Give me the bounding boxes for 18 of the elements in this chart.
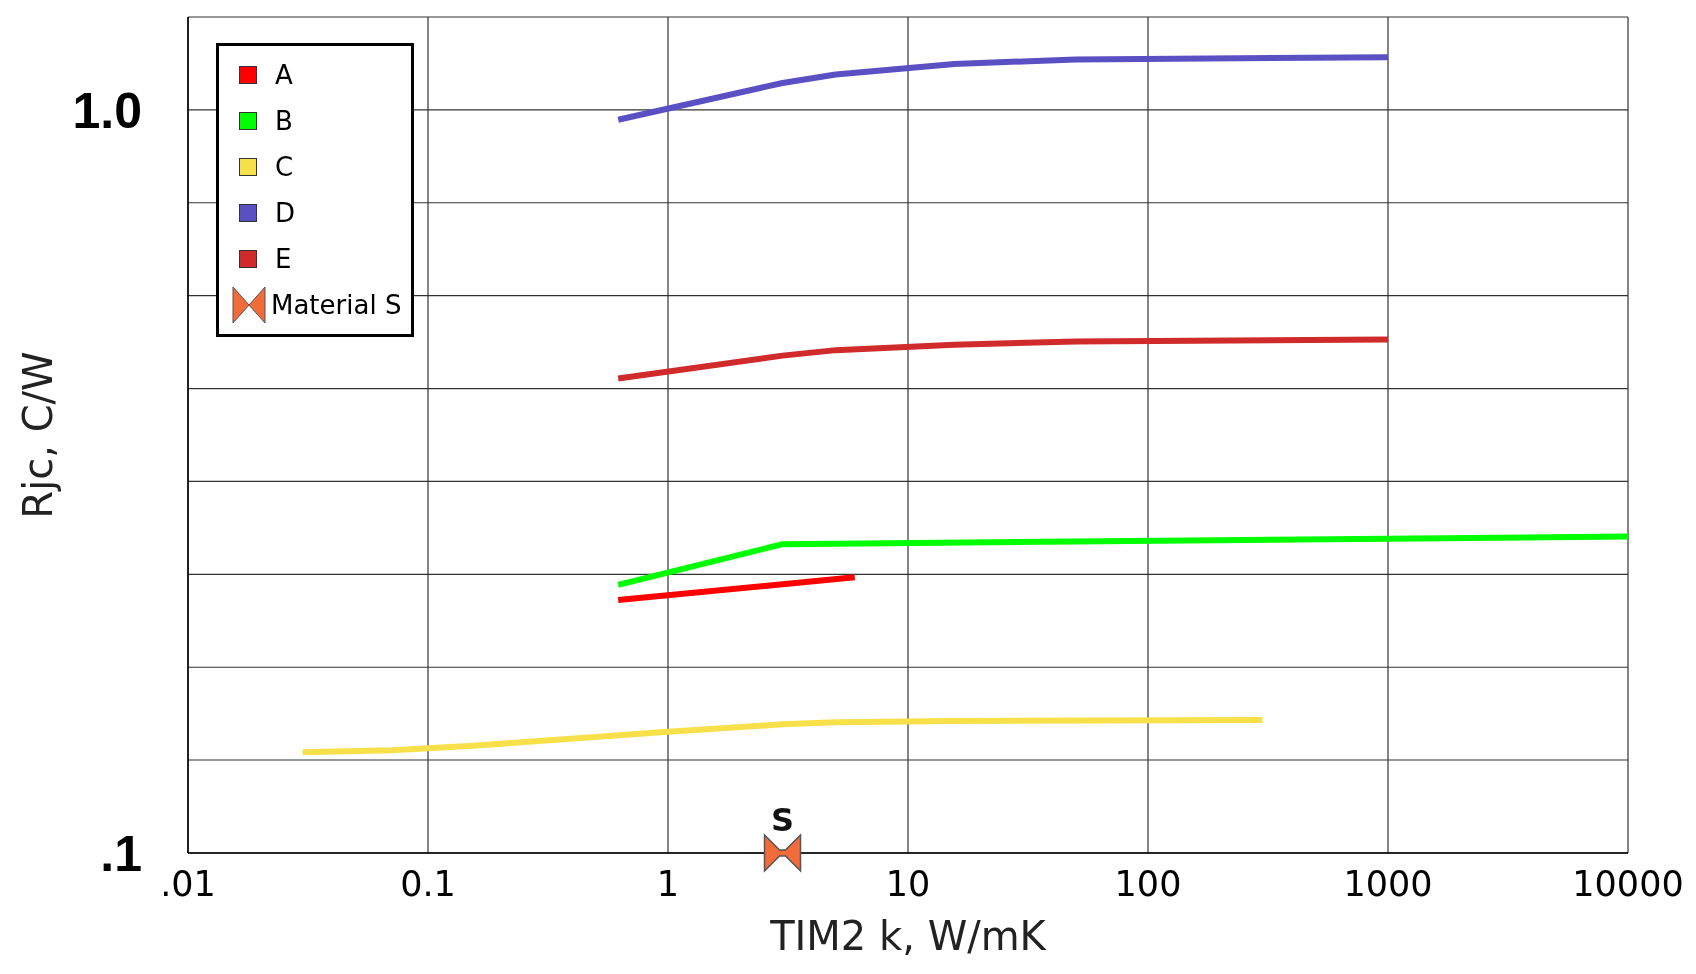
legend-label: Material S [271, 290, 402, 320]
y-tick-label: 1.0 [72, 82, 142, 139]
x-tick-label: 0.1 [400, 863, 456, 904]
x-tick-label: 10 [885, 863, 931, 904]
legend-label: E [275, 244, 292, 274]
legend-label: D [275, 198, 296, 228]
legend-label: A [275, 60, 293, 90]
x-tick-label: 100 [1114, 863, 1182, 904]
y-axis-title: Rjc, C/W [15, 351, 62, 519]
legend-label: C [275, 152, 294, 182]
x-tick-label: .01 [160, 863, 216, 904]
y-tick-label: .1 [100, 825, 142, 882]
annotation: S [770, 801, 795, 839]
legend-label: B [275, 106, 293, 136]
x-tick-label: 1000 [1343, 863, 1433, 904]
x-tick-label: 1 [656, 863, 680, 904]
x-tick-label: 10000 [1572, 863, 1684, 904]
x-axis-title: TIM2 k, W/mK [769, 913, 1048, 959]
